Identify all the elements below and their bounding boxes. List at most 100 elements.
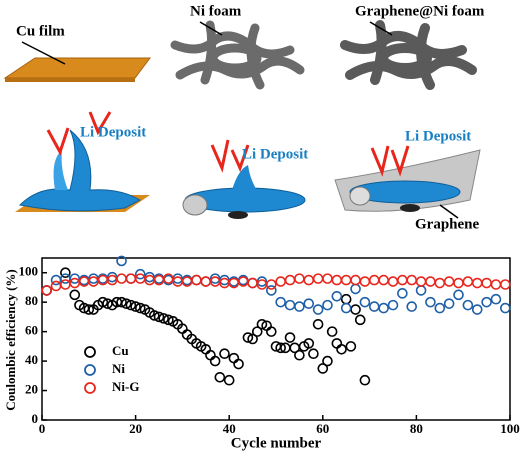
- point: [228, 352, 240, 364]
- point: [331, 290, 343, 302]
- ni-strut: [349, 186, 371, 206]
- label: Cu film: [16, 23, 65, 39]
- illustrations: Cu film Ni foam Graphene@Ni foam Li Depo…: [3, 3, 485, 232]
- point: [345, 341, 357, 352]
- point: [116, 296, 127, 308]
- point: [191, 274, 202, 286]
- point: [443, 298, 455, 309]
- point: [266, 279, 277, 290]
- point: [97, 296, 109, 308]
- point: [462, 276, 474, 287]
- legend-marker: [84, 364, 96, 376]
- y-tick-label: 0: [32, 411, 39, 426]
- point: [326, 326, 338, 337]
- point: [266, 326, 277, 337]
- point: [500, 279, 511, 290]
- legend-marker: [84, 346, 96, 358]
- point: [331, 274, 343, 286]
- point: [223, 374, 235, 386]
- point: [303, 298, 315, 309]
- point: [219, 348, 230, 360]
- ni-strut: [182, 194, 208, 216]
- point: [425, 276, 436, 287]
- point: [322, 273, 333, 284]
- legend-label: Cu: [112, 343, 129, 358]
- x-tick-label: 0: [39, 421, 46, 436]
- pointer: [199, 21, 223, 36]
- point: [303, 338, 315, 349]
- point: [294, 273, 305, 284]
- pointer: [439, 204, 459, 219]
- point: [340, 302, 352, 314]
- point: [453, 289, 464, 301]
- point: [415, 276, 427, 287]
- y-tick-label: 60: [25, 323, 38, 338]
- point: [83, 304, 95, 315]
- point: [284, 274, 296, 286]
- point: [368, 274, 380, 286]
- point: [294, 349, 305, 361]
- point: [125, 299, 137, 311]
- li-arrows: [210, 139, 250, 173]
- point: [200, 276, 212, 287]
- point: [312, 318, 324, 330]
- point: [266, 285, 277, 296]
- point: [387, 276, 399, 287]
- point: [163, 273, 174, 284]
- point: [153, 311, 165, 323]
- point: [275, 296, 286, 308]
- point: [247, 277, 258, 289]
- li-dendrite: [232, 165, 258, 192]
- point: [247, 333, 258, 345]
- point: [359, 276, 371, 287]
- point: [481, 296, 492, 308]
- point: [116, 273, 127, 284]
- point: [275, 276, 286, 287]
- cu-film-edge: [5, 78, 135, 82]
- cu-film: [3, 57, 151, 79]
- point: [434, 277, 446, 289]
- label: Li Deposit: [80, 124, 146, 140]
- pointer: [369, 21, 393, 36]
- legend-marker: [84, 382, 96, 394]
- point: [163, 314, 174, 326]
- point: [359, 296, 371, 308]
- point: [251, 326, 263, 337]
- ni-strut: [400, 204, 420, 212]
- pointer: [21, 41, 66, 65]
- x-tick-label: 40: [223, 421, 236, 436]
- point: [350, 283, 361, 295]
- point: [41, 285, 52, 296]
- point: [205, 349, 216, 361]
- point: [214, 371, 226, 383]
- point: [378, 302, 389, 314]
- point: [125, 273, 137, 284]
- x-tick-label: 20: [129, 421, 142, 436]
- point: [130, 301, 141, 312]
- y-axis-label: Coulombic efficiency (%): [3, 269, 18, 411]
- point: [308, 348, 319, 360]
- li-dendrite: [53, 150, 68, 190]
- point: [284, 332, 296, 343]
- point: [406, 274, 418, 286]
- point: [490, 293, 502, 305]
- label: Graphene@Ni foam: [355, 3, 485, 19]
- legend-label: Ni: [112, 361, 125, 376]
- point: [317, 363, 329, 374]
- x-tick-label: 80: [410, 421, 423, 436]
- point: [340, 274, 352, 286]
- graphene-ni-foam: [340, 20, 477, 90]
- point: [322, 299, 333, 311]
- point: [134, 268, 146, 280]
- legend-label: Ni-G: [112, 379, 139, 394]
- point: [415, 285, 427, 296]
- point: [443, 276, 455, 287]
- point: [50, 280, 62, 292]
- point: [256, 318, 268, 330]
- point: [158, 313, 169, 324]
- point: [116, 255, 127, 267]
- x-tick-label: 100: [500, 421, 520, 436]
- point: [387, 299, 399, 311]
